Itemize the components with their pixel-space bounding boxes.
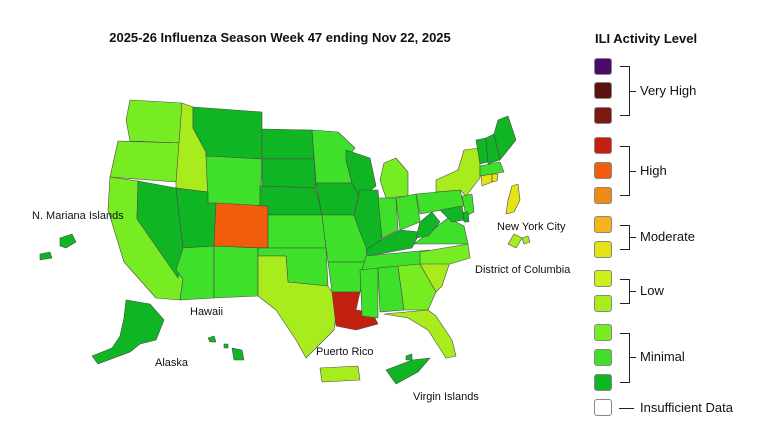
inset-ne	[505, 183, 521, 215]
state-NJ[interactable]	[461, 193, 475, 217]
state-CO[interactable]	[213, 202, 269, 249]
label-alaska: Alaska	[155, 357, 189, 369]
state-IN[interactable]	[377, 197, 399, 239]
state-FL[interactable]	[383, 309, 457, 359]
state-WV[interactable]	[415, 211, 441, 239]
label-dc: District of Columbia	[475, 264, 571, 276]
state-VI[interactable]	[385, 353, 431, 385]
legend-label-insufficient: Insufficient Data	[640, 400, 733, 415]
legend-swatch-9	[594, 270, 612, 287]
state-ME[interactable]	[493, 115, 517, 161]
legend-swatch-insufficient	[594, 399, 612, 416]
state-SD[interactable]	[261, 158, 317, 189]
legend-swatch-1	[594, 58, 612, 75]
bracket-tick-high	[630, 171, 636, 172]
state-NY[interactable]	[435, 147, 481, 197]
state-MD[interactable]	[439, 205, 465, 223]
state-NMI[interactable]	[39, 233, 77, 261]
bracket-low	[620, 279, 630, 304]
state-CT[interactable]	[480, 173, 493, 187]
state-OR[interactable]	[109, 140, 183, 183]
state-LA[interactable]	[331, 291, 379, 331]
bracket-moderate	[620, 225, 630, 250]
bracket-tick-moderate	[630, 237, 636, 238]
map-title: 2025-26 Influenza Season Week 47 ending …	[109, 30, 451, 45]
bracket-tick-low	[630, 291, 636, 292]
bracket-high	[620, 146, 630, 196]
bracket-minimal	[620, 333, 630, 383]
legend-swatch-8	[594, 241, 612, 258]
legend-swatch-6	[594, 187, 612, 204]
legend-swatch-12	[594, 349, 612, 366]
state-RI[interactable]	[491, 173, 499, 183]
legend-swatch-4	[594, 137, 612, 154]
bracket-tick-very-high	[630, 91, 636, 92]
legend-label-high: High	[640, 163, 667, 178]
state-DE[interactable]	[462, 211, 470, 223]
state-AK[interactable]	[91, 299, 165, 365]
state-MI[interactable]	[379, 157, 409, 199]
state-NM[interactable]	[213, 245, 259, 299]
state-ND[interactable]	[261, 128, 315, 160]
state-WY[interactable]	[205, 155, 263, 207]
legend-label-very-high: Very High	[640, 83, 697, 98]
state-HI[interactable]	[207, 335, 245, 361]
legend-label-minimal: Minimal	[640, 349, 685, 364]
state-NYC[interactable]	[507, 233, 523, 249]
legend-swatch-7	[594, 216, 612, 233]
legend-swatch-11	[594, 324, 612, 341]
state-OH[interactable]	[395, 193, 421, 231]
legend-swatch-2	[594, 82, 612, 99]
state-DC[interactable]	[521, 235, 531, 245]
legend-title: ILI Activity Level	[595, 31, 698, 46]
legend-swatch-13	[594, 374, 612, 391]
label-virgin-islands: Virgin Islands	[413, 391, 479, 403]
state-TX[interactable]	[257, 255, 339, 359]
state-WA[interactable]	[125, 99, 183, 144]
label-hawaii: Hawaii	[190, 306, 224, 318]
state-IA[interactable]	[315, 182, 361, 216]
label-puerto-rico: Puerto Rico	[316, 346, 374, 358]
state-AZ[interactable]	[175, 245, 215, 301]
legend-swatch-3	[594, 107, 612, 124]
bracket-tick-minimal	[630, 357, 636, 358]
legend-label-moderate: Moderate	[640, 229, 695, 244]
state-PR[interactable]	[319, 365, 361, 383]
legend-swatch-10	[594, 295, 612, 312]
legend-swatch-5	[594, 162, 612, 179]
label-nyc: New York City	[497, 221, 566, 233]
state-MA[interactable]	[479, 161, 505, 177]
label-nmi: N. Mariana Islands	[32, 210, 124, 222]
state-NC[interactable]	[419, 243, 471, 265]
dash-insufficient	[619, 408, 634, 409]
state-NE[interactable]	[259, 185, 323, 216]
legend-label-low: Low	[640, 283, 664, 298]
state-MS[interactable]	[359, 267, 379, 319]
state-KS[interactable]	[267, 214, 327, 249]
bracket-very-high	[620, 66, 630, 116]
